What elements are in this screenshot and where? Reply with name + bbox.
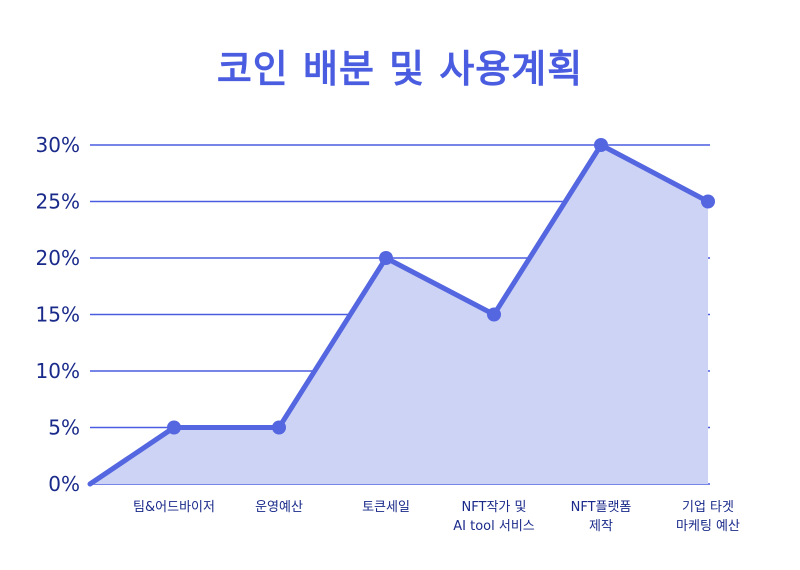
area-fill-group — [90, 145, 708, 484]
y-axis-ticks: 0% 5% 10% 15% 20% 25% 30% — [36, 133, 80, 496]
x-tick-label: 팀&어드바이저 — [133, 500, 215, 515]
chart-title: 코인 배분 및 사용계획 — [216, 47, 584, 91]
data-point — [701, 194, 715, 209]
data-point — [167, 420, 181, 435]
data-points — [167, 138, 715, 435]
y-tick-label: 5% — [48, 416, 80, 440]
y-tick-label: 30% — [36, 133, 80, 157]
data-point — [272, 420, 286, 435]
area-fill — [90, 145, 708, 484]
data-point — [487, 307, 501, 322]
data-point — [594, 138, 608, 152]
data-point — [379, 251, 393, 265]
x-axis-ticks: 팀&어드바이저 운영예산 토큰세일 NFT작가 및 AI tool 서비스 NFT플랫폼 제… — [133, 500, 740, 534]
x-tick-label: 기업 타겟 마케팅 예산 — [676, 500, 740, 534]
y-tick-label: 25% — [36, 190, 80, 214]
x-tick-label: NFT플랫폼 제작 — [571, 500, 632, 534]
y-tick-label: 15% — [36, 303, 80, 327]
y-tick-label: 10% — [36, 359, 80, 383]
y-tick-label: 0% — [48, 472, 80, 496]
y-tick-label: 20% — [36, 246, 80, 270]
x-tick-label: 토큰세일 — [362, 500, 410, 515]
x-tick-label: NFT작가 및 AI tool 서비스 — [453, 500, 535, 534]
x-tick-label: 운영예산 — [255, 500, 303, 515]
